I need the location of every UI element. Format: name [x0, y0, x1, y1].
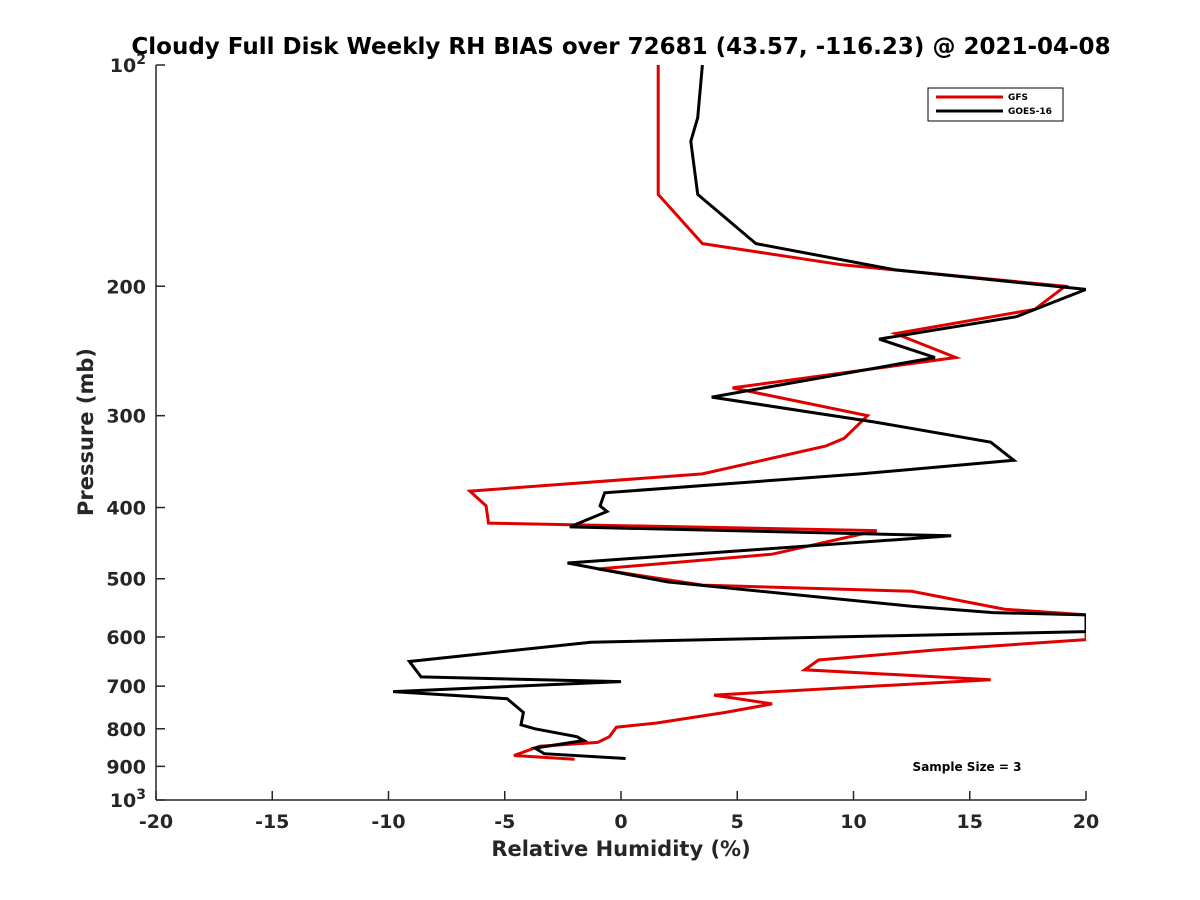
- y-tick-label: 600: [106, 627, 146, 649]
- y-tick-label-exponent: 2: [136, 52, 146, 68]
- x-tick-label: -20: [139, 811, 173, 833]
- y-tick-label-base: 10: [110, 790, 136, 812]
- y-tick-label-base: 700: [106, 676, 146, 698]
- axes: [155, 65, 1086, 801]
- legend-label-gfs: GFS: [1008, 93, 1028, 103]
- series-line-gfs: [466, 65, 1086, 761]
- y-tick-label-exponent: 3: [136, 787, 146, 803]
- y-tick-label: 300: [106, 406, 146, 428]
- x-tick-label: 5: [731, 811, 744, 833]
- y-tick-label: 900: [106, 756, 146, 778]
- y-axis-label: Pressure (mb): [74, 348, 98, 516]
- y-tick-label-base: 900: [106, 756, 146, 778]
- x-tick-label: 20: [1073, 811, 1099, 833]
- y-tick-label: 400: [106, 498, 146, 520]
- sample-size-annotation: Sample Size = 3: [913, 760, 1022, 774]
- y-tick-label-base: 10: [110, 55, 136, 77]
- y-tick-label: 103: [110, 787, 146, 812]
- series-line-goes16: [393, 65, 1086, 760]
- x-tick-label: 15: [957, 811, 983, 833]
- y-tick-label: 200: [106, 276, 146, 298]
- y-tick-label-base: 200: [106, 276, 146, 298]
- series-layer: [393, 65, 1086, 761]
- y-tick-label-base: 300: [106, 406, 146, 428]
- x-tick-label: -10: [371, 811, 405, 833]
- x-ticks: -20 -15 -10 -5 0 5 10 15 20: [139, 791, 1099, 833]
- x-tick-label: -5: [494, 811, 515, 833]
- legend-label-goes16: GOES-16: [1008, 107, 1052, 117]
- y-tick-label-base: 800: [106, 719, 146, 741]
- x-tick-label: -15: [255, 811, 289, 833]
- y-tick-label: 102: [110, 52, 146, 77]
- chart-title: Cloudy Full Disk Weekly RH BIAS over 726…: [131, 34, 1110, 60]
- x-tick-label: 0: [614, 811, 627, 833]
- y-tick-label: 800: [106, 719, 146, 741]
- legend-box: [927, 87, 1064, 122]
- legend: GFS GOES-16: [927, 87, 1064, 122]
- y-tick-label-base: 400: [106, 498, 146, 520]
- x-axis-label: Relative Humidity (%): [491, 837, 750, 861]
- y-tick-label: 500: [106, 569, 146, 591]
- y-tick-label: 700: [106, 676, 146, 698]
- y-tick-label-base: 500: [106, 569, 146, 591]
- x-tick-label: 10: [840, 811, 866, 833]
- y-tick-label-base: 600: [106, 627, 146, 649]
